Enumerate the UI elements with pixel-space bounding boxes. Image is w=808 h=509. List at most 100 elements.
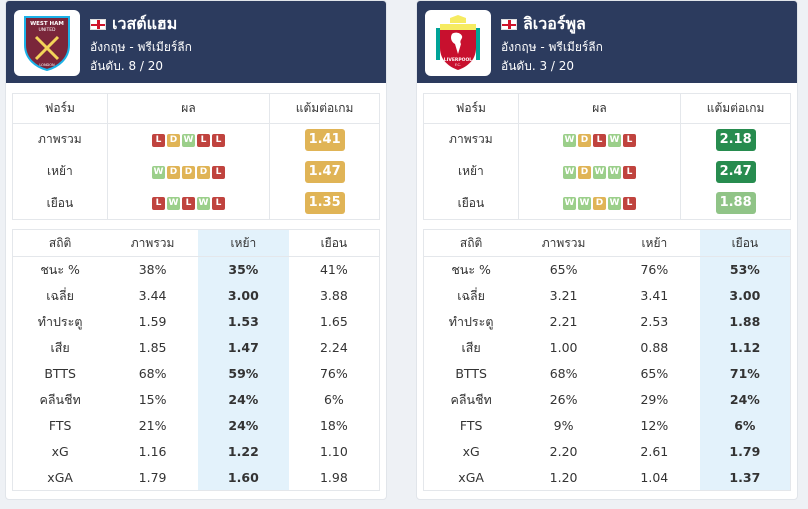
stats-table: สถิติ ภาพรวม เหย้า เยือน ชนะ % 65% 76% 53% เ…	[423, 229, 791, 491]
stat-home-value: 0.88	[640, 340, 669, 355]
stat-home-value: 65%	[640, 366, 669, 381]
stat-away-value: 1.98	[319, 469, 348, 485]
stat-label: เฉลี่ย	[457, 287, 485, 303]
stat-row: เสีย 1.85 1.47 2.24	[13, 334, 380, 361]
stat-away-value: 6%	[323, 392, 344, 407]
stat-away-value: 53%	[699, 256, 791, 283]
stats-table: สถิติ ภาพรวม เหย้า เยือน ชนะ % 38% 35% 41% เ…	[12, 229, 380, 491]
stat-label: FTS	[48, 418, 72, 433]
stat-home-value: 2.53	[640, 314, 669, 329]
form-row-label: เยือน	[457, 195, 485, 210]
stat-row: ชนะ % 38% 35% 41%	[13, 256, 380, 283]
result-badge-w: W	[197, 197, 210, 211]
team-header: LIVERPOOL F.C. ลิเวอร์พูล อังกฤษ - พรีเม…	[417, 1, 797, 83]
stat-overall-value: 2.20	[549, 444, 578, 459]
stat-home-value: 3.00	[197, 282, 289, 309]
stat-label: ชนะ %	[40, 261, 80, 277]
stat-header-home: เหย้า	[197, 229, 289, 257]
result-badge-d: D	[578, 165, 591, 179]
team-title-line: เวสต์แฮม	[90, 12, 177, 37]
england-flag-icon	[501, 19, 517, 30]
stat-home-value: 3.41	[640, 288, 669, 303]
ppg-cell: 1.47	[269, 155, 380, 188]
stat-row: BTTS 68% 65% 71%	[424, 360, 791, 387]
stat-overall-value: 3.21	[549, 288, 578, 303]
stat-away-value: 76%	[319, 366, 348, 381]
stat-label: xGA	[47, 469, 73, 485]
result-badge-l: L	[197, 133, 210, 147]
league-name: อังกฤษ - พรีเมียร์ลีก	[501, 40, 603, 54]
stat-overall-value: 1.20	[549, 469, 578, 485]
stat-row: คลีนชีท 15% 24% 6%	[13, 386, 380, 413]
result-badge-w: W	[563, 197, 576, 211]
form-header: ฟอร์ม	[12, 93, 108, 124]
stat-overall-value: 3.44	[138, 288, 167, 303]
result-badge-d: D	[167, 133, 180, 147]
stat-home-value: 35%	[197, 256, 289, 283]
stat-home-value: 76%	[640, 262, 669, 278]
stat-label: xG	[51, 444, 69, 459]
result-badge-l: L	[623, 133, 636, 147]
liverpool-crest-logo: LIVERPOOL F.C.	[425, 10, 491, 76]
team-name[interactable]: เวสต์แฮม	[112, 14, 178, 33]
stat-header-label: สถิติ	[12, 229, 108, 257]
stat-rows: ชนะ % 38% 35% 41% เฉลี่ย 3.44 3.00 3.88 ทำประตู 1…	[13, 256, 380, 491]
ppg-cell: 1.35	[269, 187, 380, 220]
stat-overall-value: 15%	[138, 392, 167, 407]
stat-away-value: 1.65	[319, 314, 348, 329]
stat-away-value: 1.12	[699, 334, 791, 361]
stat-away-value: 1.10	[319, 444, 348, 459]
stat-overall-value: 65%	[549, 262, 578, 278]
stat-away-value: 6%	[699, 412, 791, 439]
stat-row: BTTS 68% 59% 76%	[13, 360, 380, 387]
result-badge-w: W	[578, 197, 591, 211]
ppg-badge: 1.88	[715, 192, 756, 215]
form-row: เหย้า W D D D L 1.47	[13, 155, 380, 188]
england-flag-icon	[90, 19, 106, 30]
result-badge-w: W	[593, 165, 606, 179]
result-badge-d: D	[197, 165, 210, 179]
stat-home-value: 12%	[640, 418, 669, 433]
form-row: เยือน W W D W L 1.88	[424, 187, 791, 220]
team-rank: อันดับ. 3 / 20	[501, 59, 575, 73]
stat-away-value: 3.00	[699, 282, 791, 309]
stat-label: คลีนชีท	[450, 391, 492, 407]
form-rows: ภาพรวม L D W L L 1.41 เหย้า W D D D L 1.47 เยือน L W L W L 1…	[13, 123, 380, 220]
result-badge-l: L	[152, 133, 165, 147]
stat-row: xG 2.20 2.61 1.79	[424, 438, 791, 465]
ppg-cell: 2.18	[680, 123, 791, 156]
stat-overall-value: 38%	[138, 262, 167, 278]
stat-row: เฉลี่ย 3.44 3.00 3.88	[13, 282, 380, 309]
svg-text:WEST HAM: WEST HAM	[30, 21, 64, 27]
ppg-header: แต้มต่อเกม	[680, 93, 791, 124]
ppg-badge: 2.18	[715, 128, 756, 151]
stat-label: xGA	[458, 469, 484, 485]
result-badge-w: W	[152, 165, 165, 179]
stat-row: เฉลี่ย 3.21 3.41 3.00	[424, 282, 791, 309]
westham-crest-logo: WEST HAM UNITED LONDON	[14, 10, 80, 76]
result-badge-w: W	[608, 165, 621, 179]
stat-home-value: 1.04	[640, 469, 669, 485]
result-badge-d: D	[578, 133, 591, 147]
stat-away-value: 71%	[699, 360, 791, 387]
stat-header-away: เยือน	[288, 229, 380, 257]
stat-row: ทำประตู 1.59 1.53 1.65	[13, 308, 380, 335]
stat-header-overall: ภาพรวม	[107, 229, 198, 257]
stat-row: FTS 21% 24% 18%	[13, 412, 380, 439]
stat-header-label: สถิติ	[423, 229, 519, 257]
team-name[interactable]: ลิเวอร์พูล	[523, 14, 586, 33]
form-row-label: เยือน	[46, 195, 74, 210]
ppg-badge: 1.47	[304, 160, 345, 183]
result-badge-w: W	[563, 133, 576, 147]
stat-away-value: 41%	[319, 262, 348, 278]
stat-header-away: เยือน	[699, 229, 791, 257]
stat-header-home: เหย้า	[608, 229, 700, 257]
stat-overall-value: 1.85	[138, 340, 167, 355]
team-card-westham: WEST HAM UNITED LONDON เวสต์แฮม อังกฤษ -…	[5, 0, 387, 500]
svg-text:F.C.: F.C.	[455, 63, 461, 67]
